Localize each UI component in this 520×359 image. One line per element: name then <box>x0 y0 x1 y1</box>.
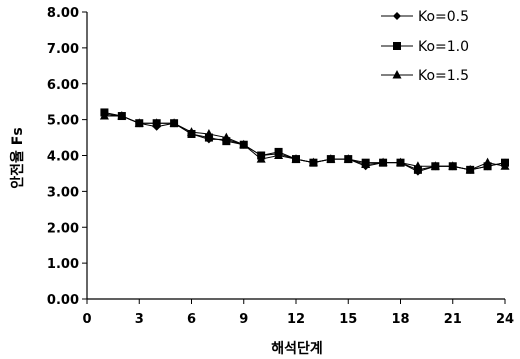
series-square <box>100 108 509 174</box>
data-point <box>343 154 353 163</box>
x-tick-label: 0 <box>82 312 91 327</box>
y-tick-label: 0.00 <box>47 293 79 308</box>
x-tick-label: 9 <box>239 312 248 327</box>
data-point <box>396 157 405 167</box>
x-tick-label: 3 <box>135 312 144 327</box>
data-point <box>500 161 510 170</box>
data-point <box>169 118 179 127</box>
data-point <box>483 157 493 167</box>
data-point <box>222 137 231 146</box>
x-axis-title: 해석단계 <box>271 340 323 357</box>
data-point <box>99 111 109 120</box>
series-layer <box>99 108 510 176</box>
data-point <box>152 118 162 127</box>
y-tick-label: 3.00 <box>47 185 79 200</box>
data-point <box>413 165 422 174</box>
data-point <box>239 139 249 149</box>
y-tick-label: 2.00 <box>47 221 79 236</box>
y-tick-label: 6.00 <box>47 78 79 93</box>
legend-item: Ko=1.0 <box>381 39 469 55</box>
series-line <box>104 115 506 171</box>
data-point <box>378 157 388 167</box>
legend: Ko=0.5 Ko=1.0 Ko=1.5 <box>381 9 469 84</box>
data-point <box>204 133 213 142</box>
legend-label: Ko=1.0 <box>418 39 469 55</box>
x-tick-label: 6 <box>187 312 196 327</box>
data-point <box>134 118 144 127</box>
legend-marker <box>393 42 401 50</box>
data-point <box>221 132 231 142</box>
y-tick-label: 1.00 <box>47 257 79 272</box>
data-point <box>465 164 475 174</box>
legend-label: Ko=0.5 <box>418 9 469 25</box>
legend-label: Ko=1.5 <box>418 68 469 84</box>
y-tick-label: 7.00 <box>47 42 79 57</box>
data-point <box>448 161 458 170</box>
data-point <box>204 128 214 138</box>
legend-item: Ko=1.5 <box>381 68 469 84</box>
y-axis-title: 안전율 Fs <box>9 127 26 188</box>
legend-marker <box>392 70 402 79</box>
data-point <box>117 111 127 120</box>
x-tick-label: 21 <box>444 312 462 327</box>
data-point <box>361 159 371 168</box>
data-point <box>413 161 423 170</box>
data-point <box>187 127 196 136</box>
data-point <box>308 157 318 167</box>
y-tick-label: 5.00 <box>47 114 79 129</box>
data-point <box>483 162 492 171</box>
legend-item: Ko=0.5 <box>381 9 469 25</box>
x-tick-label: 24 <box>496 312 514 327</box>
legend-marker <box>393 12 401 20</box>
data-point <box>274 150 284 159</box>
y-tick-label: 4.00 <box>47 150 79 165</box>
y-tick-label: 8.00 <box>47 6 79 21</box>
data-point <box>430 161 440 170</box>
series-triangle <box>99 111 510 174</box>
x-tick-label: 15 <box>339 312 357 327</box>
axes: 0.00 1.00 2.00 3.00 4.00 5.00 6.00 7.00 8.00 0 3 6 9… <box>47 6 514 327</box>
x-tick-label: 12 <box>287 312 305 327</box>
data-point <box>291 154 301 163</box>
data-point <box>326 154 336 163</box>
x-tick-label: 18 <box>391 312 409 327</box>
data-point <box>256 154 266 163</box>
